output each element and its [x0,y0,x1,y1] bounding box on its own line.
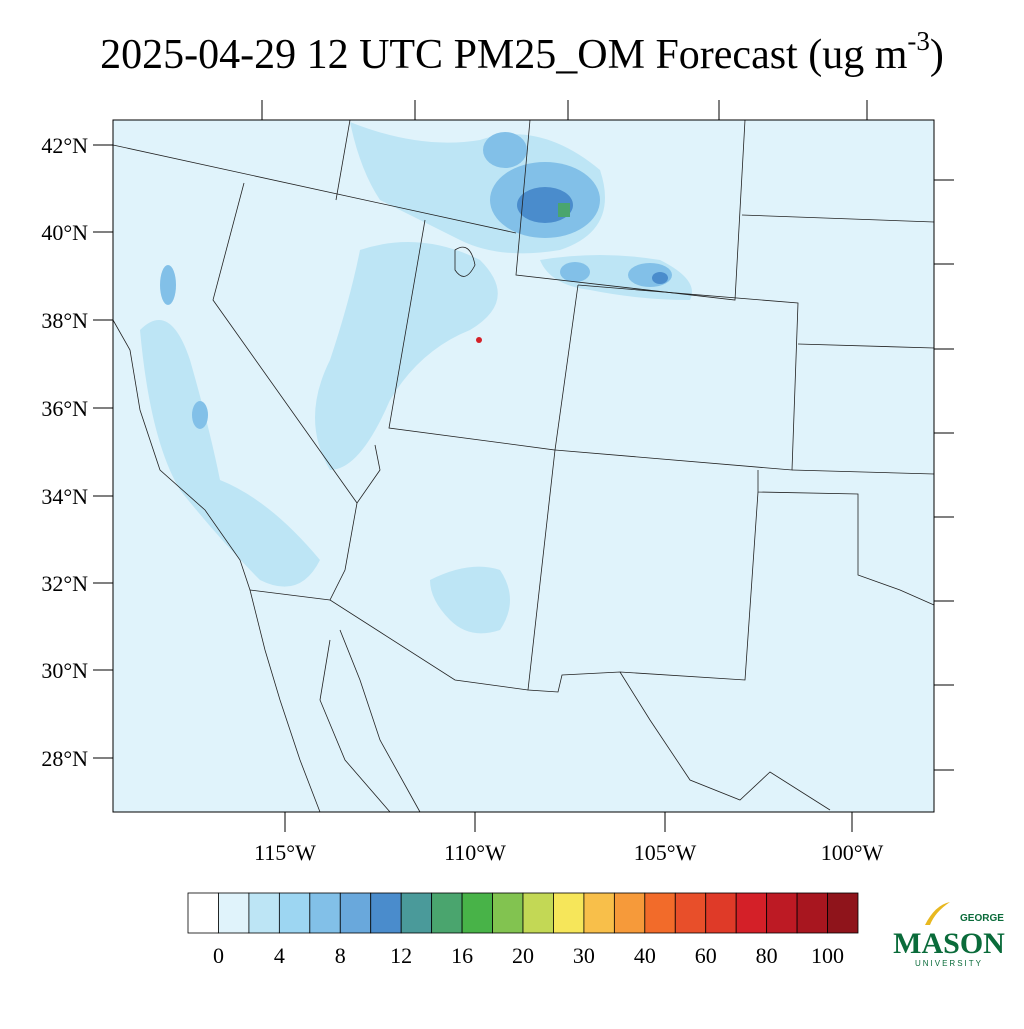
colorbar-label: 4 [274,943,285,968]
title: 2025-04-29 12 UTC PM25_OM Forecast (ug m… [100,26,944,78]
colorbar-box [248,892,280,934]
colorbar-box [796,892,828,934]
colorbar-box [522,892,554,934]
title-main: 2025-04-29 12 UTC PM25_OM Forecast (ug m [100,32,908,78]
colorbar-box [766,892,798,934]
colorbar-box [705,892,737,934]
colorbar-box [461,892,493,934]
colorbar-box [553,892,585,934]
colorbar-box [492,892,524,934]
logo-flame [925,902,950,925]
colorbar-label: 12 [390,943,412,968]
lat-label: 30°N [41,658,88,683]
colorbar: 0 4 8 12 16 20 30 40 60 80 100 [187,892,859,968]
colorbar-label: 20 [512,943,534,968]
boundaries [112,119,935,813]
colorbar-box [400,892,433,934]
lon-label: 105°W [634,840,697,865]
map-frame [112,119,935,813]
logo-bottom: UNIVERSITY [915,959,983,968]
smoke-dense [160,132,672,429]
colorbar-label: 80 [756,943,778,968]
colorbar-box [339,892,372,934]
title-end: ) [930,32,944,78]
colorbar-box [309,892,341,934]
lat-label: 36°N [41,396,88,421]
colorbar-box [613,892,646,934]
colorbar-box [644,892,676,934]
lon-label: 115°W [254,840,316,865]
colorbar-box [827,892,859,934]
lat-label: 42°N [41,133,88,158]
colorbar-box [218,892,250,934]
lon-label: 110°W [444,840,506,865]
colorbar-box [278,892,311,934]
colorbar-box [431,892,463,934]
logo-top: GEORGE [960,913,1004,924]
colorbar-box [583,892,615,934]
colorbar-label: 0 [213,943,224,968]
logo: GEORGE MASON UNIVERSITY [893,902,1005,968]
colorbar-label: 100 [811,943,844,968]
colorbar-label: 30 [573,943,595,968]
frame-ticks [93,100,954,832]
colorbar-box [674,892,707,934]
colorbar-box [370,892,402,934]
lat-label: 40°N [41,220,88,245]
map [93,100,954,832]
fire-spot [476,337,482,343]
lat-label: 32°N [41,571,88,596]
colorbar-label: 60 [695,943,717,968]
lat-label: 34°N [41,484,88,509]
colorbar-box [187,892,219,934]
title-superscript: -3 [907,26,930,56]
lat-label: 38°N [41,308,88,333]
lon-label: 100°W [821,840,884,865]
colorbar-label: 8 [335,943,346,968]
lat-label: 28°N [41,746,88,771]
colorbar-label: 16 [451,943,473,968]
logo-main: MASON [893,927,1005,960]
smoke-peak [558,203,570,217]
colorbar-label: 40 [634,943,656,968]
colorbar-box [735,892,768,934]
